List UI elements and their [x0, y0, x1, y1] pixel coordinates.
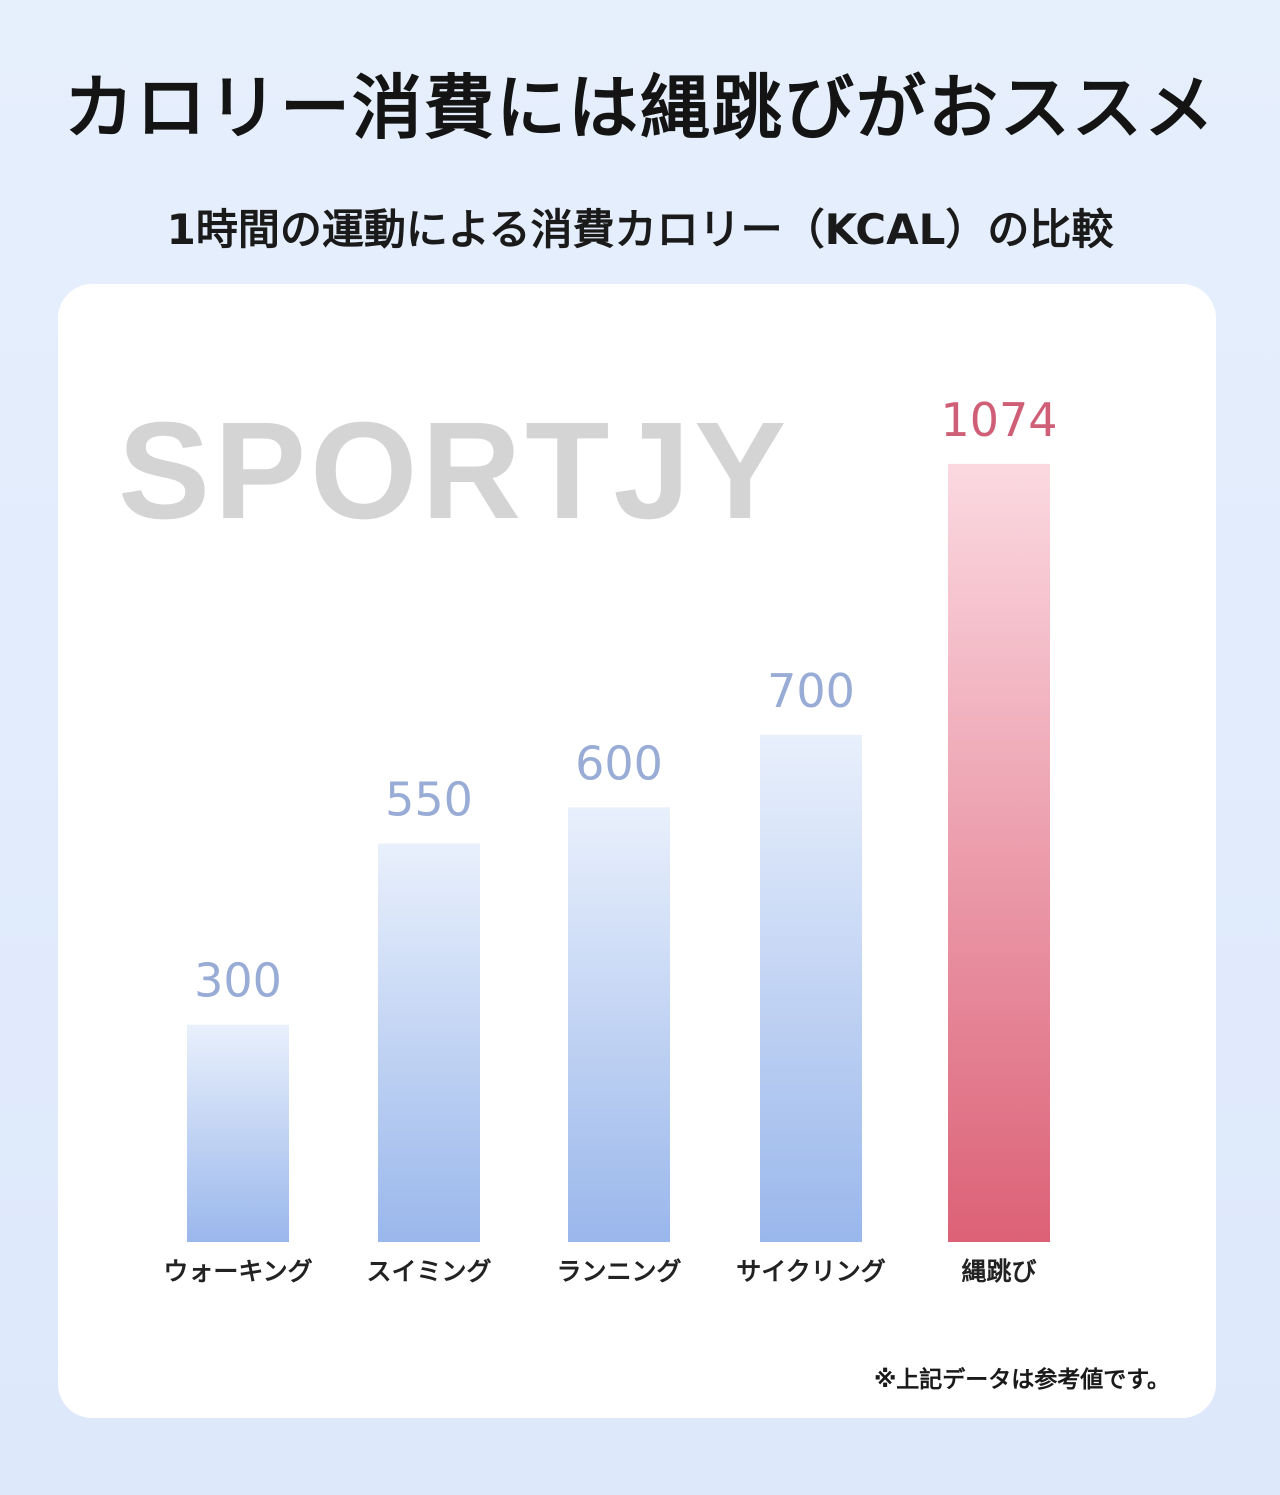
bars-group: 300 ウォーキング 550 スイミング 600 ランニング 700 サイクリング 1074 縄跳… — [163, 393, 1057, 1286]
disclaimer-note: ※上記データは参考値です。 — [873, 1367, 1170, 1393]
value-label: 550 — [385, 773, 473, 827]
bar-4 — [760, 734, 862, 1242]
category-label: スイミング — [366, 1257, 491, 1286]
bar-2 — [378, 843, 480, 1242]
bar-3 — [568, 807, 670, 1242]
category-label: ランニング — [556, 1257, 681, 1286]
page-title: カロリー消費には縄跳びがおススメ — [64, 67, 1216, 149]
category-label: 縄跳び — [961, 1257, 1036, 1286]
value-label: 1074 — [940, 393, 1057, 447]
category-label: ウォーキング — [163, 1257, 312, 1286]
category-label: サイクリング — [736, 1257, 886, 1286]
value-label: 300 — [194, 954, 282, 1008]
value-label: 700 — [767, 664, 855, 718]
chart-subtitle: 1時間の運動による消費カロリー（KCAL）の比較 — [166, 205, 1114, 254]
bar-5 — [948, 463, 1050, 1243]
bar-1 — [187, 1024, 289, 1242]
value-label: 600 — [575, 736, 663, 790]
watermark: SPORTJY — [118, 394, 791, 548]
